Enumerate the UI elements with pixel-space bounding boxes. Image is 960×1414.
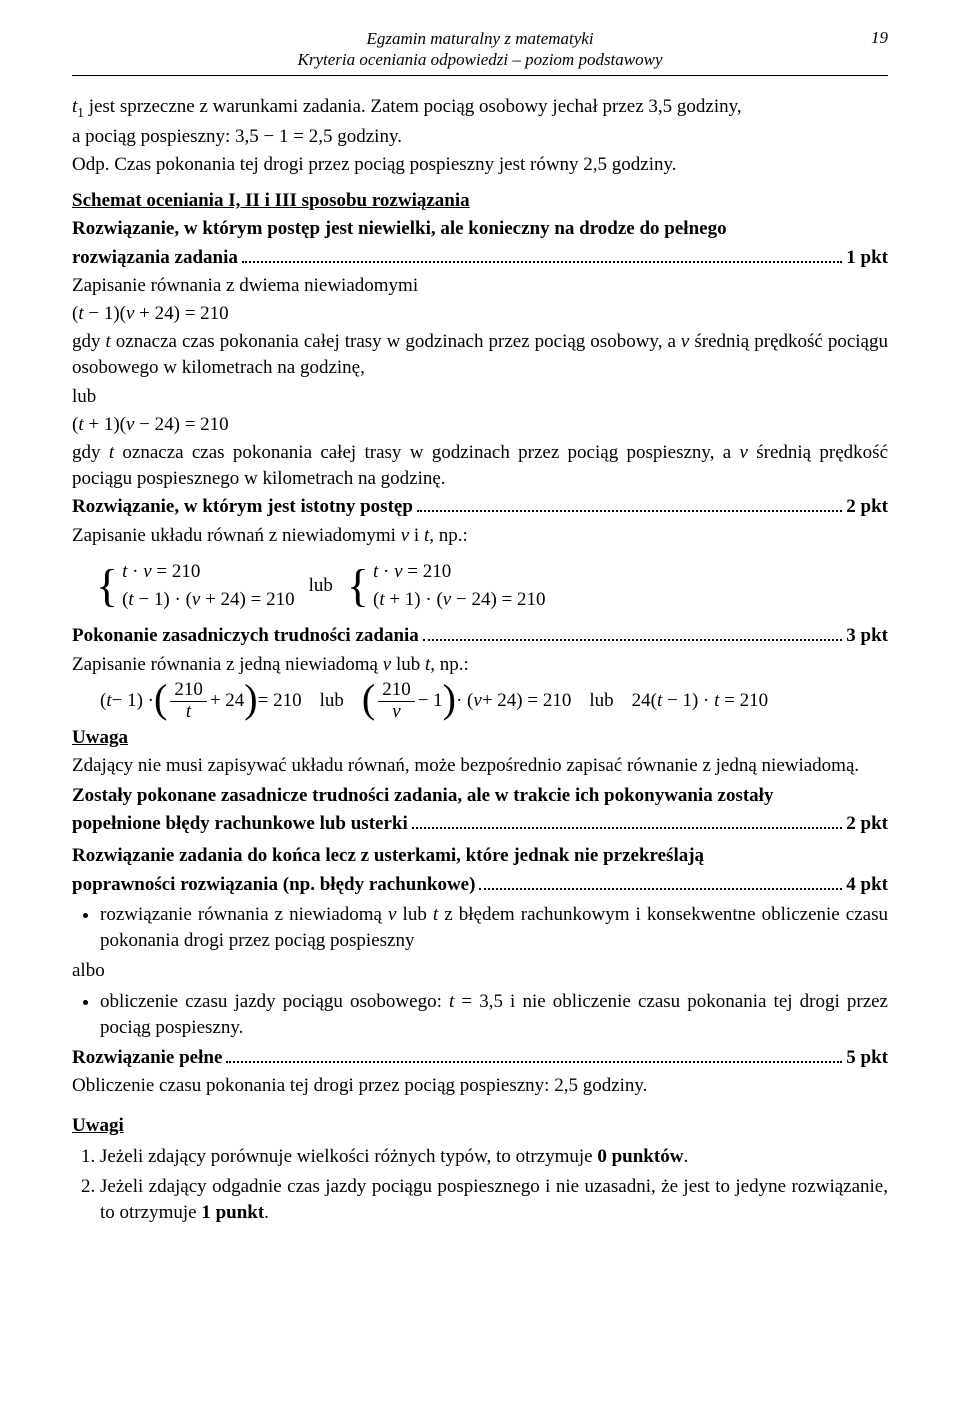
uw1-pre: Jeżeli zdający porównuje wielkości różny… xyxy=(100,1146,597,1167)
oblicz-line: Obliczenie czasu pokonania tej drogi prz… xyxy=(72,1073,888,1099)
leader-1pkt-dots xyxy=(242,245,842,262)
frac-den-t: t xyxy=(170,702,207,723)
uwagi-list: Jeżeli zdający porównuje wielkości różny… xyxy=(100,1144,888,1227)
leader-5-right: 5 pkt xyxy=(846,1045,888,1071)
uwaga-1: Jeżeli zdający porównuje wielkości różny… xyxy=(100,1144,888,1170)
schemat-title: Schemat oceniania I, II i III sposobu ro… xyxy=(72,188,888,214)
leader-4pkt: poprawności rozwiązania (np. błędy rachu… xyxy=(72,872,888,898)
leader-1pkt-left: rozwiązania zadania xyxy=(72,245,238,271)
leader-2pkt-dots xyxy=(417,495,842,512)
zostaly-para: Zostały pokonane zasadnicze trudności za… xyxy=(72,783,888,809)
leader-1pkt-right: 1 pkt xyxy=(846,245,888,271)
leader-2b-left: popełnione błędy rachunkowe lub usterki xyxy=(72,811,408,837)
uw1-bold: 0 punktów xyxy=(597,1146,683,1167)
brace-icon: { xyxy=(96,565,118,606)
leader-5pkt: Rozwiązanie pełne 5 pkt xyxy=(72,1045,888,1071)
intro-text-1: jest sprzeczne z warunkami zadania. Zate… xyxy=(84,96,742,117)
leader-2pkt-b: popełnione błędy rachunkowe lub usterki … xyxy=(72,811,888,837)
leader-1pkt: rozwiązania zadania 1 pkt xyxy=(72,245,888,271)
bullet-list: rozwiązanie równania z niewiadomą v lub … xyxy=(100,902,888,954)
document-body: t 1 jest sprzeczne z warunkami zadania. Z… xyxy=(72,94,888,1227)
intro-line-2: a pociąg pospieszny: 3,5 − 1 = 2,5 godzi… xyxy=(72,124,888,150)
eq3c: 24(t − 1) · t = 210 xyxy=(632,688,768,714)
leader-5-left: Rozwiązanie pełne xyxy=(72,1045,222,1071)
uwaga-text: Zdający nie musi zapisywać układu równań… xyxy=(72,753,888,779)
uwagi-label: Uwagi xyxy=(72,1115,124,1136)
system-1: { t · v = 210 (t − 1) · (v + 24) = 210 xyxy=(96,559,295,613)
rozw-niewielki-para: Rozwiązanie, w którym postęp jest niewie… xyxy=(72,216,888,242)
sys1-line1: t · v = 210 xyxy=(122,559,295,585)
albo: albo xyxy=(72,958,888,984)
bullet-list-2: obliczenie czasu jazdy pociągu osobowego… xyxy=(100,989,888,1041)
zap-rown-dwie: Zapisanie równania z dwiema niewiadomymi xyxy=(72,273,888,299)
lub-3: lub xyxy=(320,688,344,714)
usterki-para: Rozwiązanie zadania do końca lecz z uste… xyxy=(72,843,888,869)
system-2-lines: t · v = 210 (t + 1) · (v − 24) = 210 xyxy=(373,559,546,613)
leader-2pkt-left: Rozwiązanie, w którym jest istotny postę… xyxy=(72,494,413,520)
system-2: { t · v = 210 (t + 1) · (v − 24) = 210 xyxy=(347,559,546,613)
schemat-title-text: Schemat oceniania I, II i III sposobu ro… xyxy=(72,190,470,211)
intro-line-1: t1 jest sprzeczne z warunkami zadania. Z… xyxy=(72,94,888,122)
brace-icon: { xyxy=(347,565,369,606)
frac-num: 210 xyxy=(378,680,415,702)
bullet-1: rozwiązanie równania z niewiadomą v lub … xyxy=(100,902,888,954)
zap-jedna: Zapisanie równania z jedną niewiadomą v … xyxy=(72,652,888,678)
leader-3pkt-left: Pokonanie zasadniczych trudności zadania xyxy=(72,623,419,649)
leader-4-right: 4 pkt xyxy=(846,872,888,898)
uwagi-heading: Uwagi xyxy=(72,1113,888,1139)
leader-4-dots xyxy=(479,872,842,889)
eq3a: (t − 1) · ( 210t + 24) = 210 xyxy=(100,680,302,723)
zap-ukladu: Zapisanie układu równań z niewiadomymi v… xyxy=(72,523,888,549)
frac-num: 210 xyxy=(170,680,207,702)
single-eq-line: (t − 1) · ( 210t + 24) = 210 lub ( 210v … xyxy=(72,680,888,723)
sys2-line1: t · v = 210 xyxy=(373,559,546,585)
leader-2pkt-right: 2 pkt xyxy=(846,494,888,520)
uw2-bold: 1 punkt xyxy=(201,1202,264,1223)
frac-den-v: v xyxy=(378,702,415,723)
eq1-desc: gdy t oznacza czas pokonania całej trasy… xyxy=(72,329,888,381)
bullet-2: obliczenie czasu jazdy pociągu osobowego… xyxy=(100,989,888,1041)
intro2-eq: 3,5 − 1 = 2,5 xyxy=(235,126,332,147)
eq2-desc: gdy t oznacza czas pokonania całej trasy… xyxy=(72,440,888,492)
sys2-line2: (t + 1) · (v − 24) = 210 xyxy=(373,587,546,613)
header-center: Egzamin maturalny z matematyki Kryteria … xyxy=(72,28,888,71)
page-number: 19 xyxy=(871,28,888,48)
lub-4: lub xyxy=(589,688,613,714)
odp-line: Odp. Czas pokonania tej drogi przez poci… xyxy=(72,152,888,178)
sys1-line2: (t − 1) · (v + 24) = 210 xyxy=(122,587,295,613)
header-line-2: Kryteria oceniania odpowiedzi – poziom p… xyxy=(297,50,662,69)
leader-4-left: poprawności rozwiązania (np. błędy rachu… xyxy=(72,872,475,898)
header-line-1: Egzamin maturalny z matematyki xyxy=(366,29,593,48)
system-row: { t · v = 210 (t − 1) · (v + 24) = 210 l… xyxy=(96,559,888,613)
leader-2b-dots xyxy=(412,812,843,829)
uwaga-heading: Uwaga xyxy=(72,725,888,751)
sub-1: 1 xyxy=(77,104,84,119)
document-page: Egzamin maturalny z matematyki Kryteria … xyxy=(0,0,960,1414)
eq3b: ( 210v − 1) · (v + 24) = 210 xyxy=(362,680,571,723)
intro2-post: godziny. xyxy=(332,126,401,147)
lub-2: lub xyxy=(309,573,333,599)
frac-210-v: 210v xyxy=(378,680,415,723)
page-header: Egzamin maturalny z matematyki Kryteria … xyxy=(72,28,888,76)
uwaga-2: Jeżeli zdający odgadnie czas jazdy pocią… xyxy=(100,1174,888,1226)
leader-2b-right: 2 pkt xyxy=(846,811,888,837)
system-1-lines: t · v = 210 (t − 1) · (v + 24) = 210 xyxy=(122,559,295,613)
uwaga-label: Uwaga xyxy=(72,727,128,748)
equation-2: (t + 1)(v − 24) = 210 xyxy=(72,412,888,438)
lub-1: lub xyxy=(72,384,888,410)
leader-3pkt-dots xyxy=(423,624,842,641)
leader-5-dots xyxy=(226,1046,842,1063)
leader-3pkt-right: 3 pkt xyxy=(846,623,888,649)
leader-3pkt: Pokonanie zasadniczych trudności zadania… xyxy=(72,623,888,649)
leader-2pkt: Rozwiązanie, w którym jest istotny postę… xyxy=(72,494,888,520)
equation-1: (t − 1)(v + 24) = 210 xyxy=(72,301,888,327)
frac-210-t: 210t xyxy=(170,680,207,723)
intro2-pre: a pociąg pospieszny: xyxy=(72,126,235,147)
